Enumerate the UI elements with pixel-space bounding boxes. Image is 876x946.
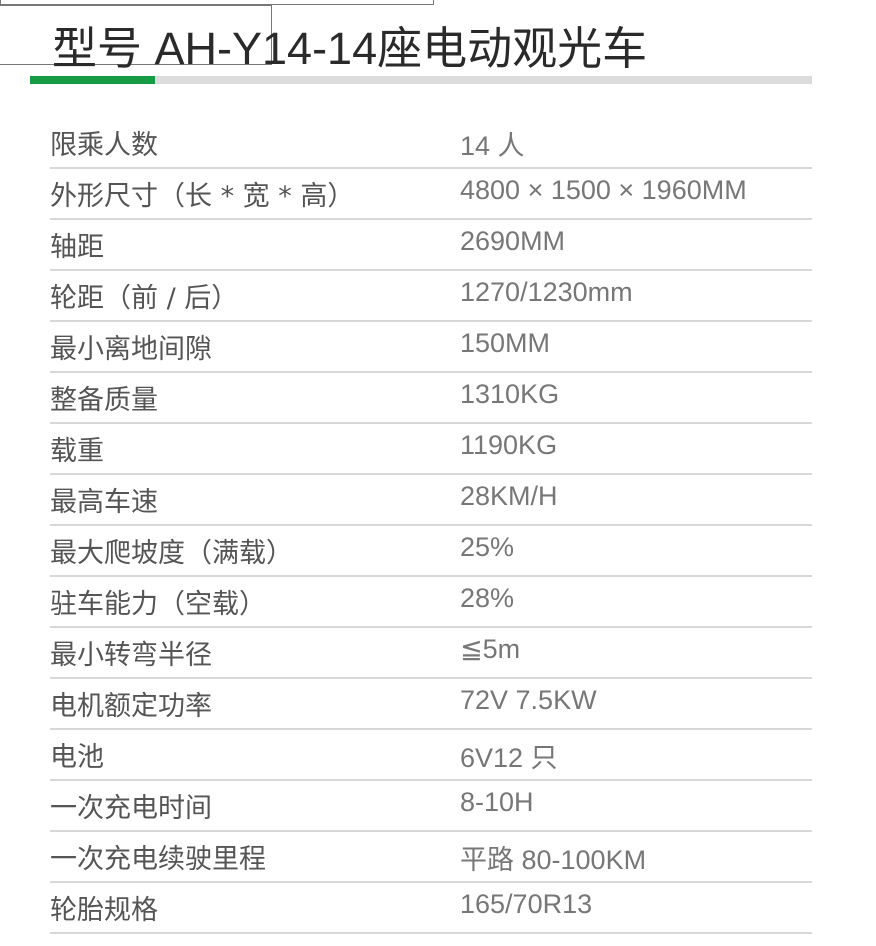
spec-value: 72V 7.5KW — [460, 685, 597, 715]
spec-row: 最小离地间隙 150MM — [50, 322, 812, 373]
spec-value: 1190KG — [460, 430, 558, 460]
spec-label: 轴距 — [50, 232, 104, 263]
spec-label: 最小转弯半径 — [50, 640, 212, 671]
spec-label: 载重 — [50, 436, 104, 467]
spec-label: 整备质量 — [50, 385, 158, 416]
title-underline-accent — [30, 76, 156, 84]
spec-row: 一次充电时间 8-10H — [50, 781, 812, 832]
spec-value: 165/70R13 — [460, 889, 593, 919]
spec-value: 1270/1230mm — [460, 277, 633, 307]
spec-label: 电池 — [50, 742, 104, 773]
spec-label: 最小离地间隙 — [50, 334, 212, 365]
spec-row: 一次充电续驶里程 平路 80-100KM — [50, 832, 812, 883]
spec-label: 一次充电续驶里程 — [50, 844, 266, 875]
spec-row: 轮距（前 / 后） 1270/1230mm — [50, 271, 812, 322]
spec-value: 1310KG — [460, 379, 560, 409]
spec-row: 轮胎规格 165/70R13 — [50, 883, 812, 934]
page-title: 型号 AH-Y14-14座电动观光车 — [52, 23, 648, 74]
spec-value: 150MM — [460, 328, 551, 358]
spec-label: 一次充电时间 — [50, 793, 212, 824]
spec-row: 最高车速 28KM/H — [50, 475, 812, 526]
spec-label: 电机额定功率 — [50, 691, 212, 722]
spec-row: 电机额定功率 72V 7.5KW — [50, 679, 812, 730]
spec-value: 6V12 只 — [460, 743, 558, 773]
spec-label: 轮胎规格 — [50, 895, 158, 926]
spec-table: 限乘人数 14 人外形尺寸（长 * 宽 * 高） 4800 × 1500 × 196… — [50, 118, 812, 934]
spec-value: 4800 × 1500 × 1960MM — [460, 175, 747, 205]
spec-label: 最高车速 — [50, 487, 158, 518]
spec-row: 最大爬坡度（满载） 25% — [50, 526, 812, 577]
spec-value: 28KM/H — [460, 481, 558, 511]
selection-box — [0, 5, 272, 65]
spec-value: 28% — [460, 583, 515, 613]
spec-label: 最大爬坡度（满载） — [50, 538, 293, 569]
spec-label: 外形尺寸（长 * 宽 * 高） — [50, 181, 355, 212]
spec-row: 驻车能力（空载） 28% — [50, 577, 812, 628]
spec-row: 载重 1190KG — [50, 424, 812, 475]
selection-box — [0, 0, 434, 5]
spec-row: 外形尺寸（长 * 宽 * 高） 4800 × 1500 × 1960MM — [50, 169, 812, 220]
spec-value: 25% — [460, 532, 515, 562]
spec-row: 轴距 2690MM — [50, 220, 812, 271]
spec-row: 电池 6V12 只 — [50, 730, 812, 781]
spec-value: 14 人 — [460, 131, 525, 161]
spec-row: 最小转弯半径 ≦5m — [50, 628, 812, 679]
spec-row: 限乘人数 14 人 — [50, 118, 812, 169]
spec-value: 2690MM — [460, 226, 566, 256]
spec-value: 8-10H — [460, 787, 534, 817]
spec-label: 限乘人数 — [50, 130, 158, 161]
spec-label: 轮距（前 / 后） — [50, 283, 239, 314]
title-underline-bar — [30, 76, 812, 84]
spec-row: 整备质量 1310KG — [50, 373, 812, 424]
spec-value: 平路 80-100KM — [460, 845, 647, 875]
spec-value: ≦5m — [460, 634, 521, 664]
spec-label: 驻车能力（空载） — [50, 589, 266, 620]
